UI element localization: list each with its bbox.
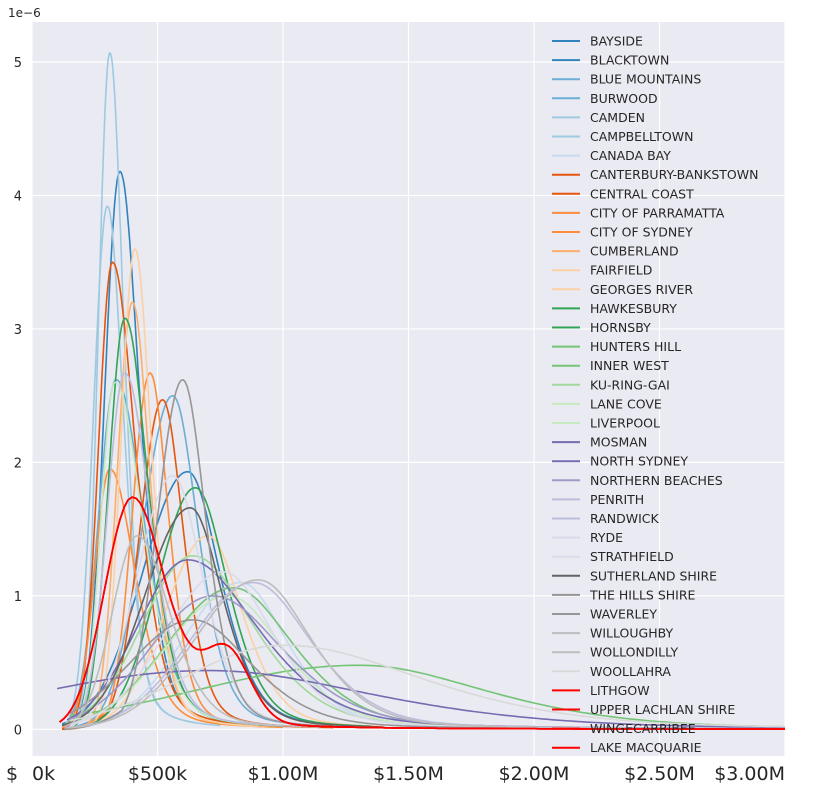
y-tick-label: 2 — [14, 456, 22, 471]
y-tick-label: 1 — [14, 590, 22, 605]
legend-label: HAWKESBURY — [590, 301, 677, 316]
y-tick-label: 4 — [14, 189, 22, 204]
legend-label: LITHGOW — [590, 683, 650, 698]
legend-label: NORTHERN BEACHES — [590, 473, 723, 488]
x-tick-label: $1.00M — [248, 763, 319, 785]
legend-label: GEORGES RIVER — [590, 282, 693, 297]
series-line — [64, 372, 283, 730]
series-line — [59, 496, 785, 730]
legend-label: CAMPBELLTOWN — [590, 129, 693, 144]
legend-label: LANE COVE — [590, 396, 662, 411]
legend-label: CITY OF SYDNEY — [590, 225, 693, 240]
legend-label: NORTH SYDNEY — [590, 454, 688, 469]
legend-label: UPPER LACHLAN SHIRE — [590, 702, 735, 717]
x-tick-label: $2.50M — [624, 763, 695, 785]
y-axis-ticks: 0 1 2 3 4 5 — [14, 56, 22, 738]
legend-label: CANADA BAY — [590, 148, 671, 163]
legend-label: WAVERLEY — [590, 607, 657, 622]
legend-label: CANTERBURY-BANKSTOWN — [590, 167, 758, 182]
legend-label: RYDE — [590, 530, 623, 545]
legend-label: BAYSIDE — [590, 34, 643, 49]
legend-label: INNER WEST — [590, 358, 669, 373]
legend-label: STRATHFIELD — [590, 549, 674, 564]
legend-label: SUTHERLAND SHIRE — [590, 568, 717, 583]
legend-label: BURWOOD — [590, 91, 658, 106]
y-tick-label: 3 — [14, 323, 22, 338]
legend-label: BLACKTOWN — [590, 53, 669, 68]
legend-label: LIVERPOOL — [590, 416, 660, 431]
legend-label: LAKE MACQUARIE — [590, 740, 702, 755]
legend-label: FAIRFIELD — [590, 263, 652, 278]
legend-label: WILLOUGHBY — [590, 626, 673, 641]
y-scale-label: 1e−6 — [8, 6, 41, 20]
legend-label: HUNTERS HILL — [590, 339, 681, 354]
x-tick-label: 0k — [32, 763, 55, 785]
legend-label: CUMBERLAND — [590, 244, 679, 259]
legend-label: RANDWICK — [590, 511, 659, 526]
x-tick-label: $500k — [128, 763, 187, 785]
series-line — [61, 506, 384, 728]
x-tick-label: $1.50M — [373, 763, 444, 785]
legend: BAYSIDE BLACKTOWN BLUE MOUNTAINS BURWOOD CAM… — [552, 34, 758, 755]
series-line — [64, 486, 371, 730]
legend-label: CITY OF PARRAMATTA — [590, 205, 725, 220]
series-line — [69, 571, 484, 728]
x-unit-label: $ — [6, 763, 18, 785]
legend-label: MOSMAN — [590, 435, 647, 450]
legend-label: THE HILLS SHIRE — [589, 587, 696, 602]
y-tick-label: 0 — [14, 723, 22, 738]
x-tick-label: $3.00M — [714, 763, 785, 785]
legend-label: KU-RING-GAI — [590, 377, 670, 392]
series-line — [69, 664, 786, 728]
series-line — [69, 619, 535, 729]
grid-lines — [31, 22, 786, 756]
series-line — [69, 644, 785, 728]
y-tick-label: 5 — [14, 56, 22, 71]
series-lines — [56, 51, 786, 731]
x-axis-ticks: 0k $500k $1.00M $1.50M $2.00M $2.50M $3.00M — [32, 763, 785, 785]
series-line — [69, 534, 384, 730]
x-tick-label: $2.00M — [499, 763, 570, 785]
series-line — [64, 205, 221, 727]
legend-label: WOOLLAHRA — [590, 664, 671, 679]
legend-label: CENTRAL COAST — [590, 186, 694, 201]
legend-label: WOLLONDILLY — [590, 645, 678, 660]
legend-label: WINGECARRIBEE — [590, 721, 696, 736]
legend-label: BLUE MOUNTAINS — [590, 72, 701, 87]
legend-label: PENRITH — [590, 492, 644, 507]
series-line — [64, 534, 321, 728]
legend-label: CAMDEN — [590, 110, 645, 125]
legend-label: HORNSBY — [590, 320, 651, 335]
